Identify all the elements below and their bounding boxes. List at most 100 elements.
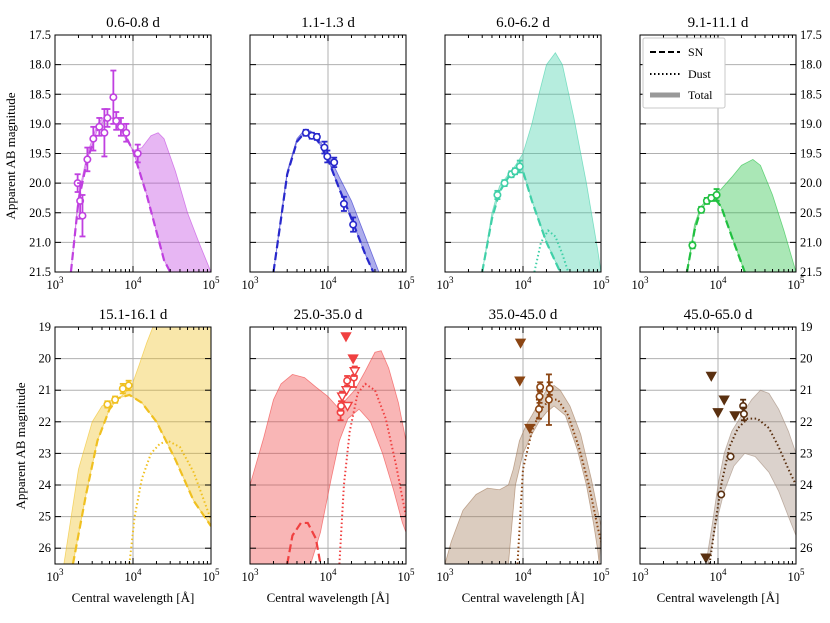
dust-model-line bbox=[708, 417, 796, 564]
y-tick-label: 19.0 bbox=[800, 117, 822, 131]
y-tick-label: 19 bbox=[39, 320, 52, 334]
x-tick-label: 104 bbox=[515, 567, 533, 584]
y-tick-label: 21.5 bbox=[800, 265, 822, 279]
plot-area bbox=[69, 69, 211, 272]
data-point bbox=[111, 395, 120, 404]
panel-title: 25.0-35.0 d bbox=[294, 307, 363, 323]
y-axis-label-top: Apparent AB magnitude bbox=[3, 92, 18, 219]
y-tick-label: 18.5 bbox=[800, 87, 822, 101]
data-point bbox=[349, 220, 358, 229]
x-axis-label: Central wavelength [Å] bbox=[267, 590, 390, 605]
upper-limit-marker bbox=[729, 411, 741, 422]
data-point bbox=[109, 93, 118, 102]
legend: SN Dust Total bbox=[642, 37, 726, 109]
x-tick-label: 105 bbox=[203, 275, 221, 292]
y-tick-label: 23 bbox=[39, 446, 52, 460]
y-tick-label: 21.0 bbox=[800, 235, 822, 249]
y-tick-label: 19 bbox=[800, 320, 813, 334]
y-tick-label: 25 bbox=[39, 510, 52, 524]
data-point bbox=[493, 190, 502, 199]
y-tick-label: 21 bbox=[800, 383, 813, 397]
x-tick-label: 104 bbox=[320, 567, 338, 584]
sn-model-line bbox=[286, 521, 322, 564]
data-point bbox=[511, 167, 520, 176]
panel-title: 45.0-65.0 d bbox=[684, 307, 753, 323]
x-tick-label: 103 bbox=[437, 567, 455, 584]
legend-sn-label: SN bbox=[688, 45, 704, 59]
total-band bbox=[250, 350, 406, 564]
x-tick-label: 103 bbox=[632, 567, 650, 584]
data-point bbox=[515, 162, 524, 171]
data-point bbox=[534, 405, 543, 414]
y-tick-label: 21.5 bbox=[29, 265, 51, 279]
plot-area bbox=[250, 332, 406, 564]
total-band bbox=[705, 389, 796, 564]
upper-limit-marker bbox=[349, 367, 361, 378]
plot-area bbox=[445, 338, 601, 564]
y-tick-label: 26 bbox=[39, 541, 52, 555]
panel-title: 15.1-16.1 d bbox=[99, 307, 168, 323]
y-tick-label: 20 bbox=[800, 352, 813, 366]
x-tick-label: 103 bbox=[242, 567, 260, 584]
x-tick-label: 105 bbox=[788, 567, 806, 584]
plot-area bbox=[272, 128, 380, 272]
total-band bbox=[63, 327, 211, 564]
data-point bbox=[103, 400, 112, 409]
data-point bbox=[545, 384, 554, 393]
y-tick-label: 22 bbox=[800, 415, 813, 429]
x-tick-label: 105 bbox=[398, 275, 416, 292]
data-point bbox=[688, 241, 697, 250]
data-point bbox=[726, 452, 735, 461]
data-point bbox=[78, 211, 87, 220]
y-axis-label-bottom: Apparent AB magnitude bbox=[13, 382, 28, 509]
plot-area bbox=[481, 52, 601, 272]
x-tick-label: 103 bbox=[47, 567, 65, 584]
x-tick-label: 105 bbox=[593, 567, 611, 584]
y-tick-label: 19.5 bbox=[29, 147, 51, 161]
y-tick-label: 19.0 bbox=[29, 117, 51, 131]
upper-limit-marker bbox=[341, 401, 354, 412]
data-point bbox=[112, 116, 121, 125]
x-axis-label: Central wavelength [Å] bbox=[657, 590, 780, 605]
upper-limit-marker bbox=[347, 354, 359, 365]
data-point bbox=[100, 128, 109, 137]
x-tick-label: 104 bbox=[125, 275, 143, 292]
y-tick-label: 17.5 bbox=[29, 28, 51, 42]
dust-model-line bbox=[516, 398, 601, 564]
y-tick-label: 20.0 bbox=[800, 176, 822, 190]
data-point bbox=[89, 134, 98, 143]
y-tick-label: 23 bbox=[800, 446, 813, 460]
legend-total-label: Total bbox=[688, 88, 713, 102]
y-tick-label: 20 bbox=[39, 352, 52, 366]
panel-7: 35.0-45.0 d 103 104 105 Central wavelength [… bbox=[437, 307, 611, 605]
x-tick-label: 105 bbox=[203, 567, 221, 584]
plot-area bbox=[685, 158, 796, 272]
data-point bbox=[95, 122, 104, 131]
sn-model-line bbox=[71, 393, 211, 564]
y-tick-label: 21.0 bbox=[29, 235, 51, 249]
x-tick-label: 104 bbox=[320, 275, 338, 292]
data-point bbox=[536, 383, 545, 392]
upper-limit-marker bbox=[340, 332, 352, 343]
x-tick-label: 105 bbox=[593, 275, 611, 292]
panel-8: 45.0-65.0 d 103 104 105 19 20 21 22 23 24 25 26 Cent… bbox=[632, 307, 814, 605]
data-point bbox=[712, 190, 721, 199]
upper-limit-marker bbox=[524, 423, 536, 435]
plot-area bbox=[63, 327, 211, 564]
upper-limit-marker bbox=[514, 376, 526, 387]
panel-title: 0.6-0.8 d bbox=[106, 15, 160, 31]
y-tick-label: 26 bbox=[800, 541, 813, 555]
panel-1: 0.6-0.8 d 103 104 105 17.5 18.0 18.5 19.0 19.5 20… bbox=[29, 15, 220, 292]
data-point bbox=[330, 158, 339, 167]
panel-title: 1.1-1.3 d bbox=[301, 15, 355, 31]
dust-model-line bbox=[128, 439, 211, 564]
x-tick-label: 104 bbox=[515, 275, 533, 292]
panel-3: 6.0-6.2 d 103 104 105 bbox=[437, 15, 611, 292]
data-point bbox=[133, 149, 142, 158]
y-tick-label: 18.0 bbox=[29, 58, 51, 72]
upper-limit-marker bbox=[336, 392, 348, 403]
data-point bbox=[739, 409, 748, 418]
y-tick-label: 17.5 bbox=[800, 28, 822, 42]
sn-model-line bbox=[69, 116, 172, 272]
